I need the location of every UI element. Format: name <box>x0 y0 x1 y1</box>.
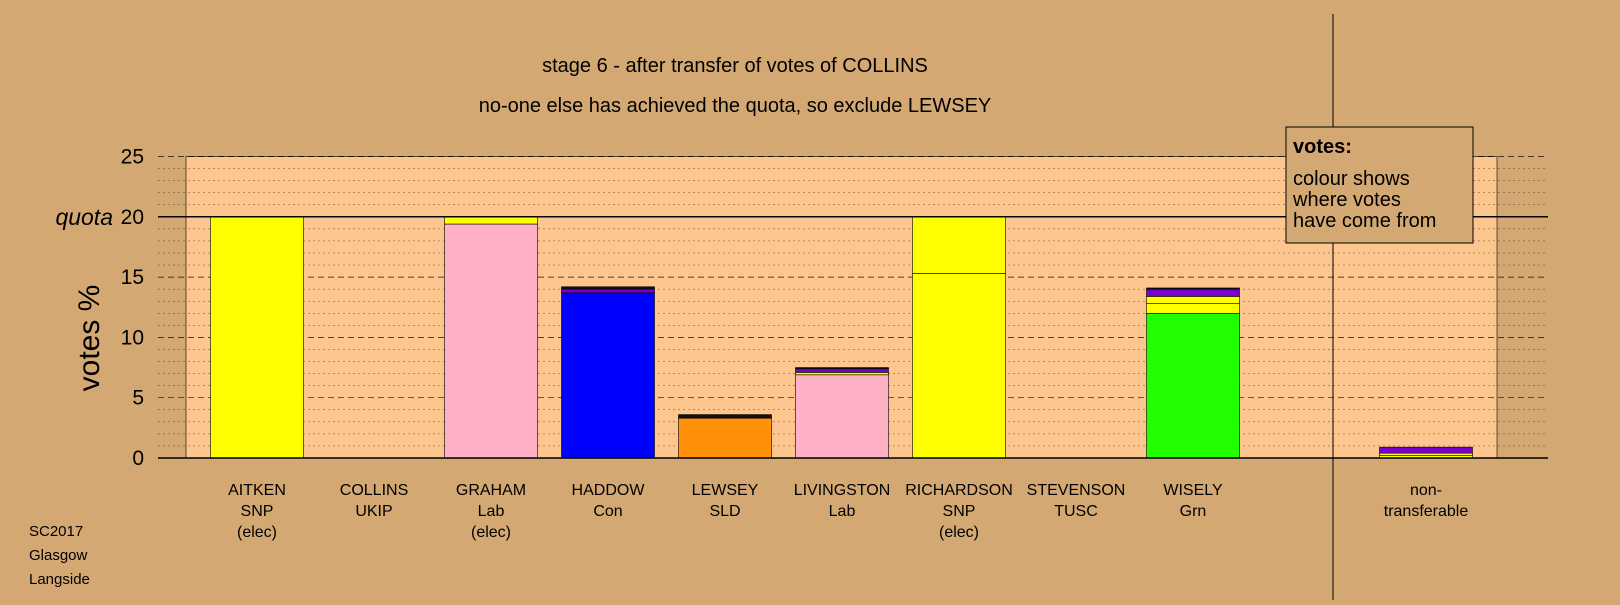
footer-line-3: Langside <box>29 571 90 588</box>
bar-segment <box>210 216 304 459</box>
footer-info: SC2017 Glasgow Langside <box>29 523 90 588</box>
x-category-label: transferable <box>1384 503 1469 520</box>
x-category-label: Grn <box>1180 503 1207 520</box>
chart-subtitle: no-one else has achieved the quota, so e… <box>479 95 992 117</box>
y-tick-label: 25 <box>121 146 144 169</box>
footer-line-2: Glasgow <box>29 547 88 564</box>
y-axis-title: votes % <box>73 285 106 392</box>
x-category-label: Con <box>593 503 622 520</box>
y-tick-label: 0 <box>132 447 144 470</box>
legend-line-1: colour shows <box>1293 168 1410 190</box>
legend-line-2: where votes <box>1292 189 1401 211</box>
x-category-label: LIVINGSTON <box>794 482 891 499</box>
bar-segment <box>1146 312 1240 459</box>
legend-box: votes: colour shows where votes have com… <box>1285 126 1474 244</box>
x-category-label: TUSC <box>1054 503 1098 520</box>
x-category-label: (elec) <box>237 524 277 541</box>
x-category-label: (elec) <box>471 524 511 541</box>
x-category-label: (elec) <box>939 524 979 541</box>
bar-segment <box>795 372 889 376</box>
x-category-label: AITKEN <box>228 482 286 499</box>
bar-segment <box>561 286 655 290</box>
bar-segment <box>561 288 655 294</box>
quota-label: quota <box>55 204 113 230</box>
bar-segment <box>912 216 1006 274</box>
legend-heading: votes: <box>1293 136 1352 158</box>
x-category-label: STEVENSON <box>1027 482 1126 499</box>
y-tick-label: 20 <box>121 206 144 229</box>
bar-segment <box>1379 452 1473 456</box>
bar-segment <box>444 223 538 459</box>
bar-segment <box>1146 296 1240 304</box>
bar-segment <box>912 273 1006 459</box>
y-tick-label: 5 <box>132 387 144 410</box>
bar-segment <box>1146 303 1240 314</box>
bar-segment <box>444 216 538 225</box>
bar-segment <box>795 374 889 459</box>
footer-line-1: SC2017 <box>29 523 83 540</box>
x-category-label: COLLINS <box>340 482 408 499</box>
y-tick-label: 10 <box>121 326 144 349</box>
x-category-label: SLD <box>709 503 740 520</box>
y-tick-label: 15 <box>121 266 144 289</box>
x-category-label: HADDOW <box>572 482 646 499</box>
bar-segment <box>678 414 772 419</box>
x-category-label: Lab <box>478 503 505 520</box>
legend-line-3: have come from <box>1293 210 1436 232</box>
x-category-label: WISELY <box>1163 482 1223 499</box>
x-category-label: Lab <box>829 503 856 520</box>
x-category-label: GRAHAM <box>456 482 526 499</box>
x-category-label: SNP <box>241 503 274 520</box>
bar-segment <box>795 368 889 373</box>
x-category-label: UKIP <box>355 503 392 520</box>
bar-segment <box>795 367 889 370</box>
x-category-label: SNP <box>943 503 976 520</box>
bar-segment <box>1146 287 1240 290</box>
bar-segment <box>1379 446 1473 454</box>
bar-segment <box>1146 288 1240 297</box>
chart-title: stage 6 - after transfer of votes of COL… <box>542 55 928 77</box>
x-category-label: LEWSEY <box>692 482 759 499</box>
x-category-label: non- <box>1410 482 1442 499</box>
bar-segment <box>561 292 655 459</box>
bar-segment <box>678 417 772 459</box>
x-category-label: RICHARDSON <box>905 482 1013 499</box>
